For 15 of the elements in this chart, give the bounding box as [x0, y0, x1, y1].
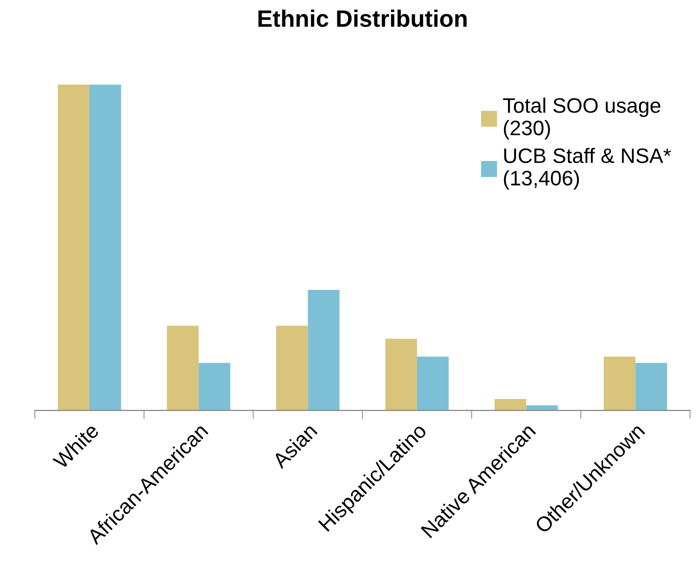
bar [308, 290, 340, 410]
legend-label: UCB Staff & NSA* (13,406) [504, 148, 671, 190]
bar [494, 399, 526, 410]
bar [604, 356, 636, 410]
bar [526, 405, 558, 410]
bar [276, 326, 308, 410]
bar [385, 338, 418, 410]
bar [58, 84, 90, 410]
bar [417, 356, 449, 410]
bar [635, 362, 668, 410]
chart-title: Ethnic Distribution [258, 10, 467, 27]
legend-label: Total SOO usage (230) [503, 98, 660, 140]
bar [89, 84, 122, 410]
bar [166, 326, 199, 410]
bar [198, 362, 230, 410]
